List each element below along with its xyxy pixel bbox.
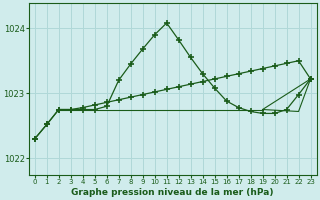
X-axis label: Graphe pression niveau de la mer (hPa): Graphe pression niveau de la mer (hPa) xyxy=(71,188,274,197)
